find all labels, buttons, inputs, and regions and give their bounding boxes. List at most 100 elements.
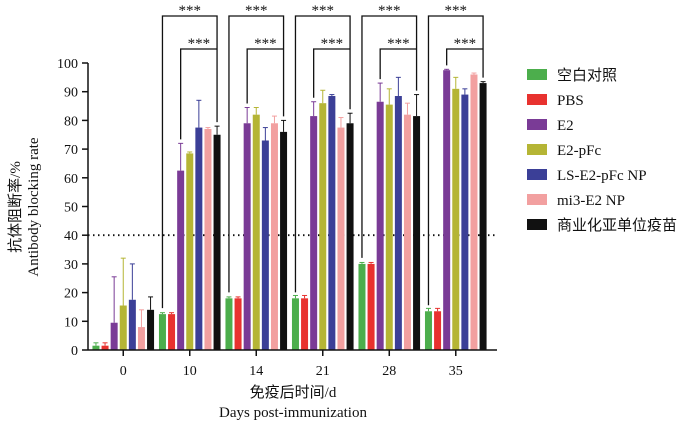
axes-layer: 0 10 20 30 40 50 60 70 80 90 100 0 10 14 21 28 35 [57,57,497,379]
bar [147,309,155,350]
bar [434,311,442,350]
bar [177,170,185,350]
significance-label: *** [454,36,477,52]
significance-label: *** [312,3,335,19]
legend-swatch [527,219,547,230]
bar [413,116,421,350]
bar [101,345,109,350]
bar [301,298,309,350]
y-tick-label: 80 [64,114,78,129]
y-tick-label: 50 [64,201,78,216]
bar [376,101,384,351]
bar [470,74,478,350]
legend-swatch [527,169,547,180]
y-tick-label: 40 [64,229,78,244]
legend-label: 商业化亚单位疫苗 [557,217,677,234]
bar [261,140,269,350]
significance-label: *** [387,36,410,52]
legend: 空白对照 PBS E2 E2-pFc LS-E2-pFc NP mi3-E2 NP 商业化亚… [527,67,677,234]
bar [424,311,432,350]
bar [186,153,194,350]
bar [337,127,345,350]
legend-swatch [527,144,547,155]
legend-swatch [527,194,547,205]
bar [225,298,233,350]
x-axis-label-cn: 免疫后时间/d [250,384,337,401]
bar [119,305,127,350]
x-axis-label-en: Days post-immunization [219,405,367,421]
significance-label: *** [378,3,401,19]
bar [394,96,402,350]
bar [270,123,278,351]
y-tick-label: 20 [64,287,78,302]
bar [234,298,242,350]
significance-bracket [228,15,285,293]
bar [243,123,251,351]
bar [128,299,136,350]
significance-label: *** [254,36,277,52]
legend-label: mi3-E2 NP [557,193,625,209]
bar [346,123,354,351]
bar [479,83,487,350]
significance-bracket [313,48,351,98]
bar [319,103,327,351]
bar [310,116,318,350]
bar [110,322,118,350]
x-tick-label: 21 [316,364,330,379]
bar [195,127,203,350]
legend-label: 空白对照 [557,67,617,84]
significance-bracket [361,15,418,258]
bar [291,298,299,350]
y-tick-label: 0 [71,344,78,359]
bar [367,263,375,350]
significance-bracket [180,48,218,140]
y-tick-label: 60 [64,172,78,187]
bar [252,114,260,350]
significance-bracket [427,15,484,306]
legend-swatch [527,94,547,105]
legend-label: E2-pFc [557,143,602,159]
legend-swatch [527,119,547,130]
x-tick-label: 10 [183,364,197,379]
legend-label: LS-E2-pFc NP [557,168,647,184]
y-axis-label-en: Antibody blocking rate [26,137,42,276]
bar [443,70,451,351]
significance-bracket [294,15,351,293]
significance-label: *** [188,36,211,52]
significance-label: *** [245,3,268,19]
legend-swatch [527,69,547,80]
y-tick-label: 90 [64,86,78,101]
significance-bracket [446,48,484,66]
significance-layer: *** *** *** *** *** *** *** *** *** *** [161,3,484,309]
significance-label: *** [321,36,344,52]
y-tick-label: 10 [64,315,78,330]
legend-label: PBS [557,93,584,109]
y-tick-label: 70 [64,143,78,158]
significance-bracket [379,48,417,80]
bar [168,314,176,350]
x-tick-label: 14 [249,364,263,379]
bar [204,129,212,350]
significance-label: *** [179,3,202,19]
x-tick-label: 35 [449,364,463,379]
bar [452,88,460,350]
significance-bracket [161,15,218,309]
x-tick-label: 0 [120,364,127,379]
bar [158,314,166,350]
bars-layer [92,68,487,351]
bar [385,104,393,351]
bar [403,114,411,350]
bar [280,131,288,350]
bar [137,327,145,350]
bar [92,345,100,350]
bar [461,94,469,350]
significance-bracket [246,48,284,104]
legend-label: E2 [557,118,574,134]
x-tick-label: 28 [382,364,396,379]
y-axis-label-cn: 抗体阻断率/% [7,161,24,253]
bar [328,96,336,350]
y-tick-label: 30 [64,258,78,273]
bar [358,263,366,350]
